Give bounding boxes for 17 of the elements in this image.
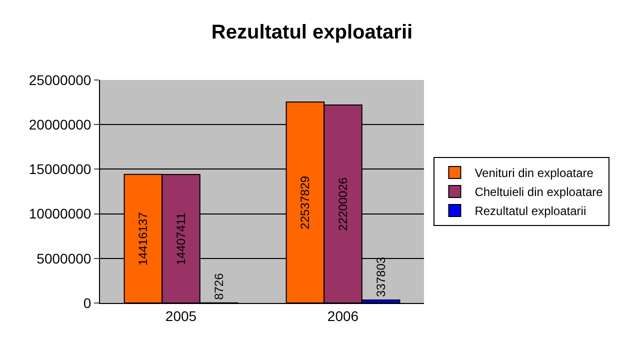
y-tick-label: 25000000 <box>28 72 92 88</box>
y-tick-label: 10000000 <box>28 206 92 222</box>
y-tick-label: 0 <box>83 294 92 311</box>
data-label: 8726 <box>212 272 226 300</box>
data-label: 14416137 <box>136 212 150 266</box>
data-label: 22200026 <box>336 177 350 231</box>
x-tick-label: 2005 <box>165 308 197 324</box>
data-label: 22537829 <box>298 176 312 230</box>
chart-title: Rezultatul exploatarii <box>211 21 413 44</box>
legend-label: Cheltuieli din exploatare <box>474 185 604 200</box>
data-label: 14407411 <box>174 212 188 266</box>
legend-label: Venituri din exploatare <box>474 166 594 180</box>
y-tick-label: 5000000 <box>36 250 92 266</box>
y-tick-label: 15000000 <box>28 161 92 178</box>
x-tick-label: 2006 <box>327 308 359 324</box>
y-tick-label: 20000000 <box>28 116 92 132</box>
legend-label: Rezultatul exploatarii <box>474 204 586 218</box>
